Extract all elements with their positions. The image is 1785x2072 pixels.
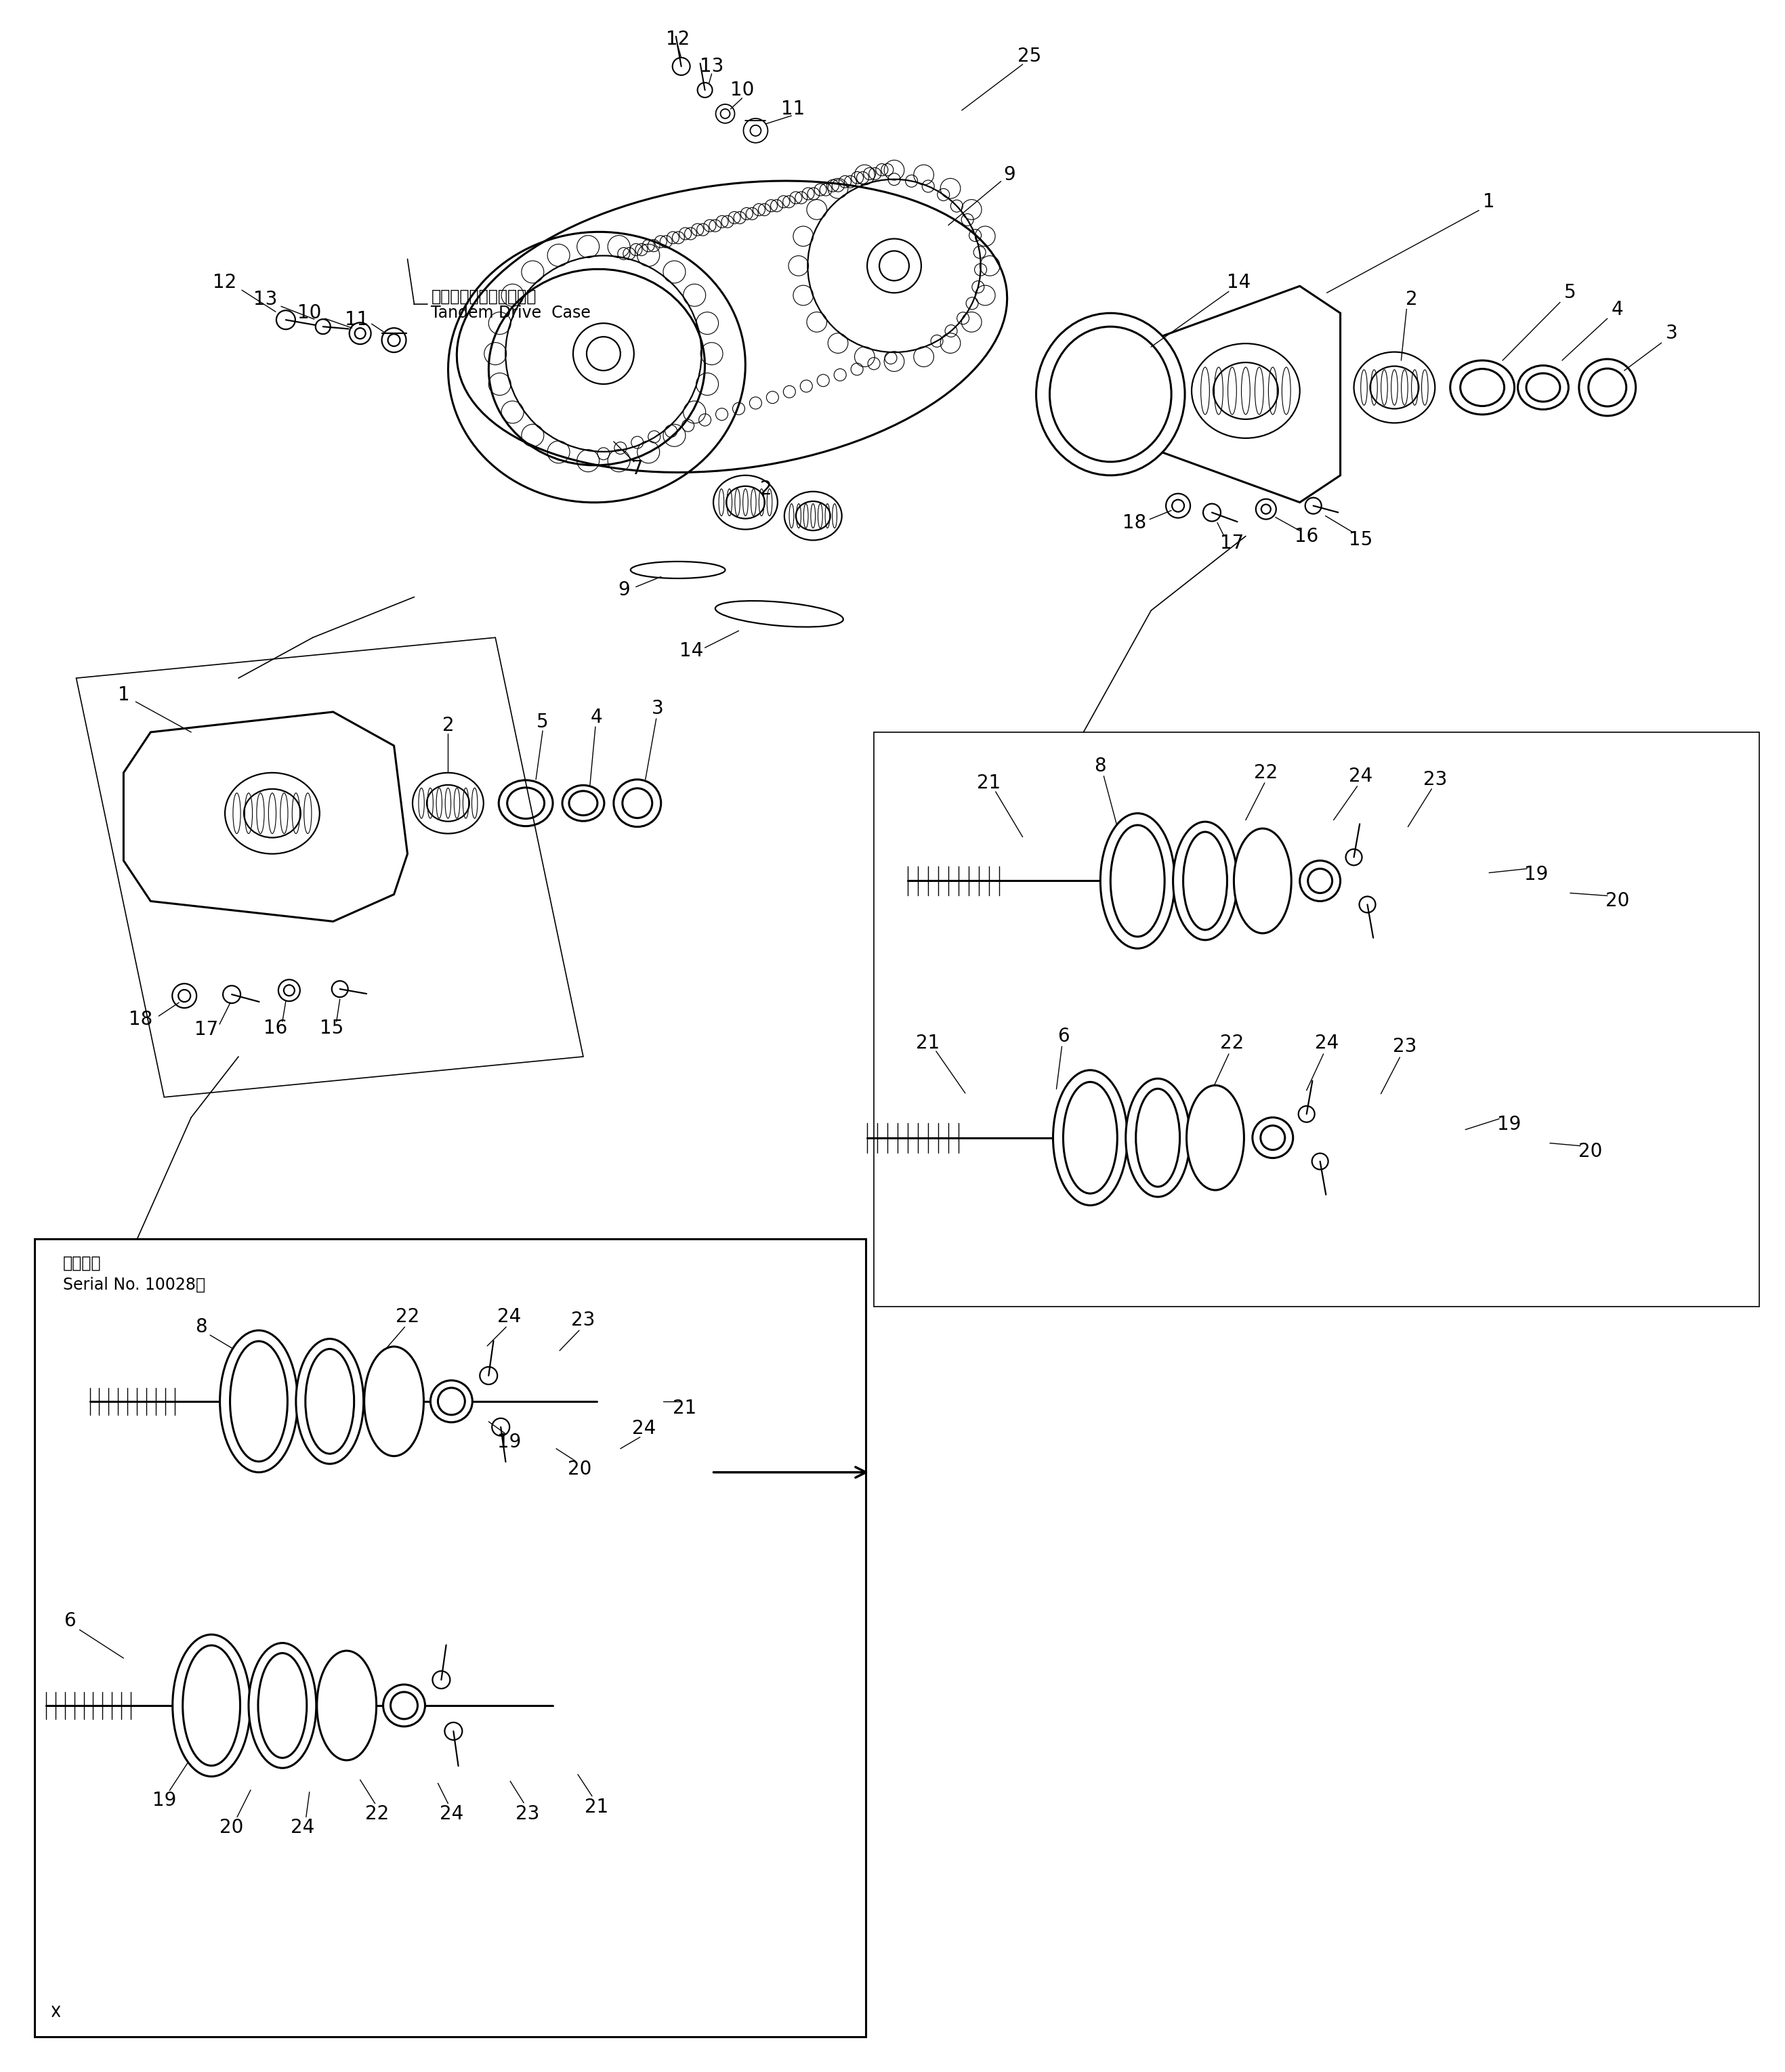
Text: 4: 4 [591,709,603,727]
Text: 24: 24 [632,1419,657,1438]
Text: 13: 13 [700,56,723,77]
Ellipse shape [1299,860,1341,901]
Text: 21: 21 [916,1034,941,1053]
Ellipse shape [1100,814,1175,949]
Text: 11: 11 [780,99,805,118]
Text: 15: 15 [320,1019,345,1038]
Text: 24: 24 [291,1817,314,1836]
Text: Serial No. 10028～: Serial No. 10028～ [62,1276,205,1293]
Ellipse shape [1126,1080,1191,1198]
Ellipse shape [248,1643,316,1767]
Text: 20: 20 [1578,1142,1603,1160]
Text: タンデムドライブケース: タンデムドライブケース [432,288,536,305]
Ellipse shape [305,1349,353,1455]
Text: 23: 23 [1392,1036,1417,1057]
Ellipse shape [1035,313,1185,474]
Text: 7: 7 [632,460,643,479]
Ellipse shape [1064,1082,1117,1193]
Text: 25: 25 [1017,48,1041,66]
Text: 24: 24 [1316,1034,1339,1053]
Ellipse shape [296,1339,364,1463]
Ellipse shape [384,1685,425,1726]
Ellipse shape [1135,1088,1180,1187]
Text: 24: 24 [496,1307,521,1326]
Text: 16: 16 [264,1019,287,1038]
Text: 1: 1 [118,686,130,704]
Text: 21: 21 [673,1399,696,1417]
Ellipse shape [1173,823,1237,941]
Ellipse shape [230,1341,287,1461]
Text: 8: 8 [1094,756,1107,775]
Text: 5: 5 [537,713,548,731]
Circle shape [437,1388,464,1415]
Circle shape [1260,1125,1285,1150]
Ellipse shape [1110,825,1164,937]
Text: 21: 21 [585,1796,609,1817]
Ellipse shape [173,1635,250,1776]
Text: 17: 17 [1221,533,1244,553]
Text: 24: 24 [439,1805,464,1823]
Text: 18: 18 [1123,514,1146,533]
Text: 23: 23 [516,1805,539,1823]
Text: 18: 18 [129,1009,152,1030]
Text: 11: 11 [345,311,369,329]
Text: 19: 19 [152,1790,177,1809]
Text: 1: 1 [1483,193,1496,211]
Ellipse shape [1253,1117,1292,1158]
Text: 2: 2 [1405,290,1417,309]
Text: 10: 10 [730,81,753,99]
Text: 20: 20 [568,1459,593,1479]
Circle shape [391,1693,418,1720]
Ellipse shape [220,1330,298,1473]
Text: 20: 20 [220,1817,245,1836]
Ellipse shape [1183,831,1226,930]
Text: 3: 3 [652,698,664,719]
Text: 23: 23 [571,1312,594,1330]
Text: 12: 12 [666,29,689,50]
Text: 16: 16 [1294,526,1319,545]
Ellipse shape [1053,1069,1128,1206]
Text: 12: 12 [212,274,237,292]
Text: 15: 15 [1349,530,1373,549]
Text: 17: 17 [195,1019,218,1038]
Text: 8: 8 [195,1318,207,1336]
Text: 22: 22 [1255,762,1278,783]
Ellipse shape [1187,1086,1244,1189]
Bar [875,731,1760,1307]
Text: 14: 14 [1226,274,1251,292]
Text: 22: 22 [366,1805,389,1823]
Text: 6: 6 [64,1612,75,1631]
Text: 24: 24 [1349,767,1373,785]
Text: 9: 9 [618,580,630,599]
Text: 23: 23 [1423,771,1448,789]
Text: 適用号機: 適用号機 [62,1256,102,1270]
Text: 19: 19 [1498,1115,1521,1133]
Bar [34,1239,866,2037]
Text: 4: 4 [1612,300,1624,319]
Ellipse shape [430,1380,473,1421]
Text: 10: 10 [298,305,321,323]
Text: 22: 22 [396,1307,419,1326]
Ellipse shape [1233,829,1291,932]
Text: 2: 2 [443,717,453,736]
Text: 20: 20 [1605,891,1630,910]
Ellipse shape [318,1651,377,1761]
Text: 2: 2 [760,479,771,499]
Text: 19: 19 [496,1432,521,1450]
Circle shape [1308,868,1332,893]
Text: 14: 14 [680,642,703,661]
Ellipse shape [182,1645,241,1765]
Text: Tandem Drive  Case: Tandem Drive Case [432,305,591,321]
Text: 3: 3 [1665,323,1678,342]
Text: 13: 13 [253,290,277,309]
Text: 5: 5 [1564,284,1576,303]
Ellipse shape [259,1653,307,1757]
Ellipse shape [364,1347,423,1457]
Text: 6: 6 [1057,1028,1069,1046]
Text: 22: 22 [1221,1034,1244,1053]
Text: 21: 21 [976,773,1001,792]
Text: 19: 19 [1524,864,1548,883]
Text: 9: 9 [1003,166,1016,184]
